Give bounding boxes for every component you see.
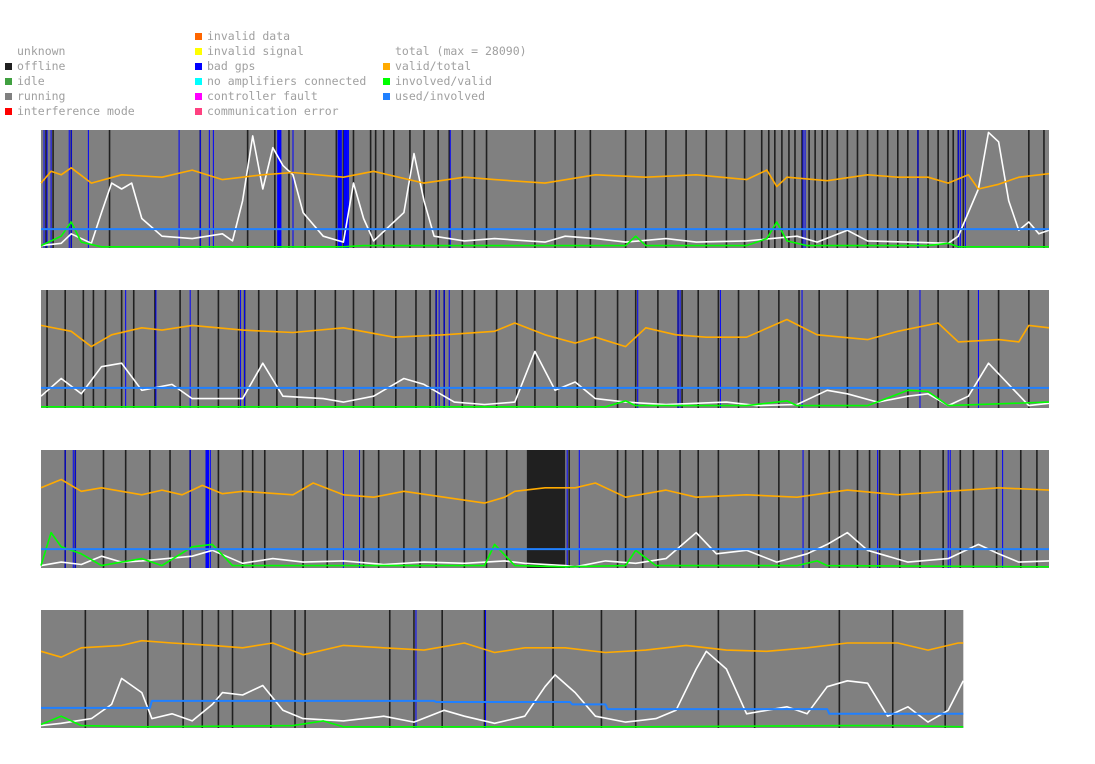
legend-label: controller fault	[207, 89, 318, 103]
series-line-involved-valid	[40, 221, 1049, 248]
legend: unknown offline idle running interference mo…	[0, 0, 1095, 125]
legend-swatch	[383, 78, 390, 85]
legend-label: offline	[17, 59, 66, 73]
legend-label: total (max = 28090)	[395, 44, 527, 58]
series-line-involved-valid	[41, 389, 1050, 408]
series-line-valid-total	[40, 318, 1050, 348]
offline-span	[526, 450, 566, 568]
legend-label: unknown	[17, 44, 66, 58]
legend-label: no amplifiers connected	[207, 74, 367, 88]
legend-swatch	[5, 93, 12, 100]
legend-swatch	[195, 63, 202, 70]
panel-4	[40, 610, 965, 728]
panel-background	[41, 290, 1049, 408]
legend-label: invalid signal	[207, 44, 304, 58]
series-line-valid-total	[40, 639, 964, 658]
legend-label: bad gps	[207, 59, 256, 73]
series-line-used-involved	[41, 699, 964, 715]
series-line-involved-valid	[40, 715, 964, 728]
panel-2	[40, 290, 1050, 408]
legend-swatch	[195, 48, 202, 55]
legend-swatch	[383, 93, 390, 100]
legend-swatch	[195, 108, 202, 115]
series-line-total	[40, 131, 1050, 247]
legend-label: valid/total	[395, 59, 472, 73]
panel-background	[41, 610, 964, 728]
legend-swatch	[5, 108, 12, 115]
legend-label: communication error	[207, 104, 339, 118]
legend-label: running	[17, 89, 66, 103]
legend-swatch	[5, 78, 12, 85]
panel-1	[40, 130, 1050, 248]
legend-swatch	[383, 63, 390, 70]
legend-label: invalid data	[207, 29, 291, 43]
legend-label: used/involved	[395, 89, 486, 103]
legend-swatch	[195, 93, 202, 100]
series-line-valid-total	[40, 167, 1050, 190]
series-line-valid-total	[40, 478, 1050, 504]
legend-label: interference mode	[17, 104, 135, 118]
series-line-involved-valid	[40, 531, 1050, 568]
legend-swatch	[5, 63, 12, 70]
legend-swatch	[195, 33, 202, 40]
legend-label: involved/valid	[395, 74, 492, 88]
legend-swatch	[195, 78, 202, 85]
series-line-total	[40, 350, 1050, 407]
panel-3	[40, 450, 1050, 568]
legend-label: idle	[17, 74, 45, 88]
